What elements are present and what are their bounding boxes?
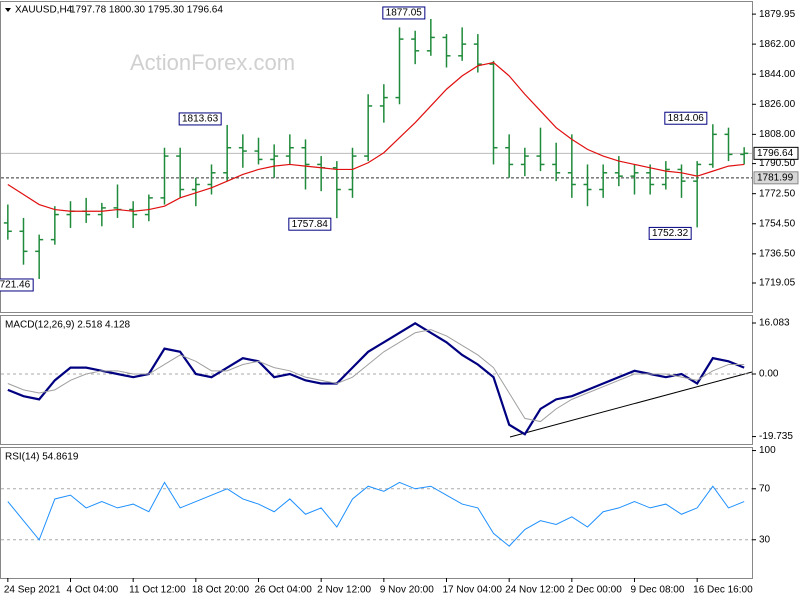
annotation-box	[648, 226, 692, 240]
annotation-box	[664, 111, 708, 125]
x-tick-label: 2 Dec 00:00	[568, 585, 622, 596]
annotation: 1752.32	[652, 228, 689, 239]
indicator-line	[7, 481, 745, 547]
x-tick-label: 2 Nov 12:00	[317, 585, 371, 596]
annotation-box	[382, 6, 426, 20]
x-tick-label: 9 Dec 08:00	[631, 585, 685, 596]
rsi-panel	[0, 447, 753, 579]
chart-title: XAUUSD,H4	[15, 5, 73, 16]
annotation: 1877.05	[386, 8, 423, 19]
y-tick-label: 1862.00	[759, 39, 796, 50]
indicator-line	[7, 321, 745, 436]
y-tick-label: 1719.05	[759, 278, 796, 289]
x-tick-label: 11 Oct 12:00	[129, 585, 186, 596]
y-tick-label: 100	[759, 445, 776, 456]
indicator-line	[7, 329, 745, 423]
x-tick-label: 24 Nov 12:00	[505, 585, 565, 596]
x-tick-label: 24 Sep 2021	[4, 585, 61, 596]
annotation-box	[0, 278, 34, 292]
price-label: 1796.64	[757, 148, 794, 159]
annotation: 1814.06	[668, 113, 705, 124]
y-tick-label: 16.083	[759, 318, 790, 329]
y-tick-label: 70	[759, 483, 771, 494]
y-tick-label: 1844.00	[759, 69, 796, 80]
x-tick-label: 18 Oct 20:00	[192, 585, 250, 596]
annotation: 1721.46	[0, 280, 31, 291]
level-label: 1781.99	[757, 172, 794, 183]
y-tick-label: 30	[759, 534, 771, 545]
watermark: ActionForex.com	[130, 50, 295, 75]
price-panel	[0, 1, 753, 313]
trendline	[509, 371, 753, 438]
rsi-title: RSI(14) 54.8619	[5, 452, 79, 463]
macd-panel	[0, 315, 753, 445]
price-label-box	[753, 146, 799, 160]
y-tick-label: 1826.00	[759, 99, 796, 110]
x-tick-label: 9 Nov 20:00	[380, 585, 434, 596]
annotation-box	[288, 217, 332, 231]
y-tick-label: 1808.00	[759, 129, 796, 140]
level-label-box	[753, 171, 799, 185]
annotation-box	[178, 112, 222, 126]
y-tick-label: -19.735	[759, 431, 793, 442]
annotation: 1813.63	[182, 114, 219, 125]
y-tick-label: 1772.50	[759, 188, 796, 199]
moving-average	[7, 61, 745, 212]
menu-arrow	[5, 8, 11, 12]
x-tick-label: 4 Oct 04:00	[67, 585, 119, 596]
y-tick-label: 1754.50	[759, 218, 796, 229]
x-tick-label: 26 Oct 04:00	[255, 585, 313, 596]
title-values: 1797.78 1800.30 1795.30 1796.64	[70, 5, 223, 16]
y-tick-label: 0.00	[759, 369, 779, 380]
y-tick-label: 1736.50	[759, 248, 796, 259]
x-tick-label: 16 Dec 16:00	[693, 585, 753, 596]
y-tick-label: 1790.50	[759, 158, 796, 169]
macd-title: MACD(12,26,9) 2.518 4.128	[5, 320, 131, 331]
y-tick-label: 1879.95	[759, 9, 796, 20]
annotation: 1757.84	[292, 219, 329, 230]
x-tick-label: 17 Nov 04:00	[443, 585, 503, 596]
